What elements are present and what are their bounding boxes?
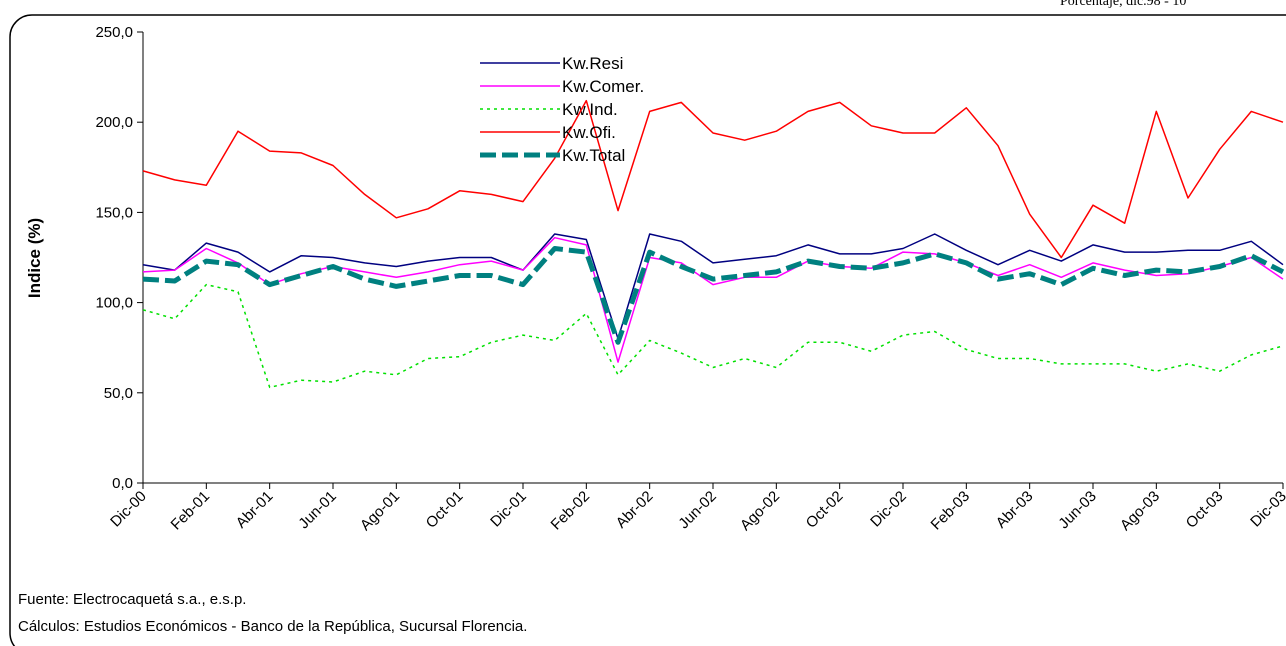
- series-line: [142, 99, 1284, 259]
- source-note: Fuente: Electrocaquetá s.a., e.s.p.: [18, 591, 246, 608]
- y-tick-label: 250,0: [95, 24, 133, 41]
- series-line: [142, 283, 1284, 389]
- x-tick-label: Dic-02: [867, 488, 910, 531]
- frame: [9, 14, 1286, 646]
- x-tick-label: Oct-03: [1183, 488, 1227, 532]
- x-tick-label: Ago-02: [737, 488, 783, 534]
- x-tick-label: Dic-03: [1247, 488, 1286, 531]
- y-tick-label: 200,0: [95, 114, 133, 131]
- legend-label: Kw.Ind.: [562, 100, 618, 119]
- y-tick-label: 50,0: [104, 385, 133, 402]
- series-line: [142, 233, 1284, 340]
- y-tick-label: 100,0: [95, 295, 133, 312]
- x-tick-label: Oct-01: [423, 488, 467, 532]
- legend-label: Kw.Comer.: [562, 77, 644, 96]
- x-tick-label: Jun-03: [1055, 488, 1099, 532]
- x-tick-label: Abr-02: [613, 488, 657, 532]
- series-line: [142, 246, 1285, 345]
- legend-label: Kw.Total: [562, 146, 625, 165]
- x-tick-label: Dic-01: [487, 488, 530, 531]
- x-tick-label: Dic-00: [107, 488, 150, 531]
- corner-note: Porcentaje, dic.98 - 10: [1060, 0, 1186, 9]
- x-tick-label: Jun-02: [675, 488, 719, 532]
- y-tick-label: 150,0: [95, 204, 133, 221]
- x-tick-label: Oct-02: [803, 488, 847, 532]
- x-tick-label: Ago-03: [1117, 488, 1163, 534]
- x-tick-label: Feb-01: [168, 488, 214, 534]
- x-tick-label: Abr-03: [993, 488, 1037, 532]
- x-tick-label: Feb-03: [928, 488, 974, 534]
- x-tick-label: Abr-01: [233, 488, 277, 532]
- x-tick-label: Ago-01: [357, 488, 403, 534]
- y-axis-title: Indice (%): [25, 218, 44, 298]
- x-tick-label: Feb-02: [548, 488, 594, 534]
- calc-note: Cálculos: Estudios Económicos - Banco de…: [18, 618, 527, 635]
- legend-label: Kw.Resi: [562, 54, 623, 73]
- x-tick-label: Jun-01: [295, 488, 339, 532]
- y-tick-label: 0,0: [112, 475, 133, 492]
- legend-label: Kw.Ofi.: [562, 123, 616, 142]
